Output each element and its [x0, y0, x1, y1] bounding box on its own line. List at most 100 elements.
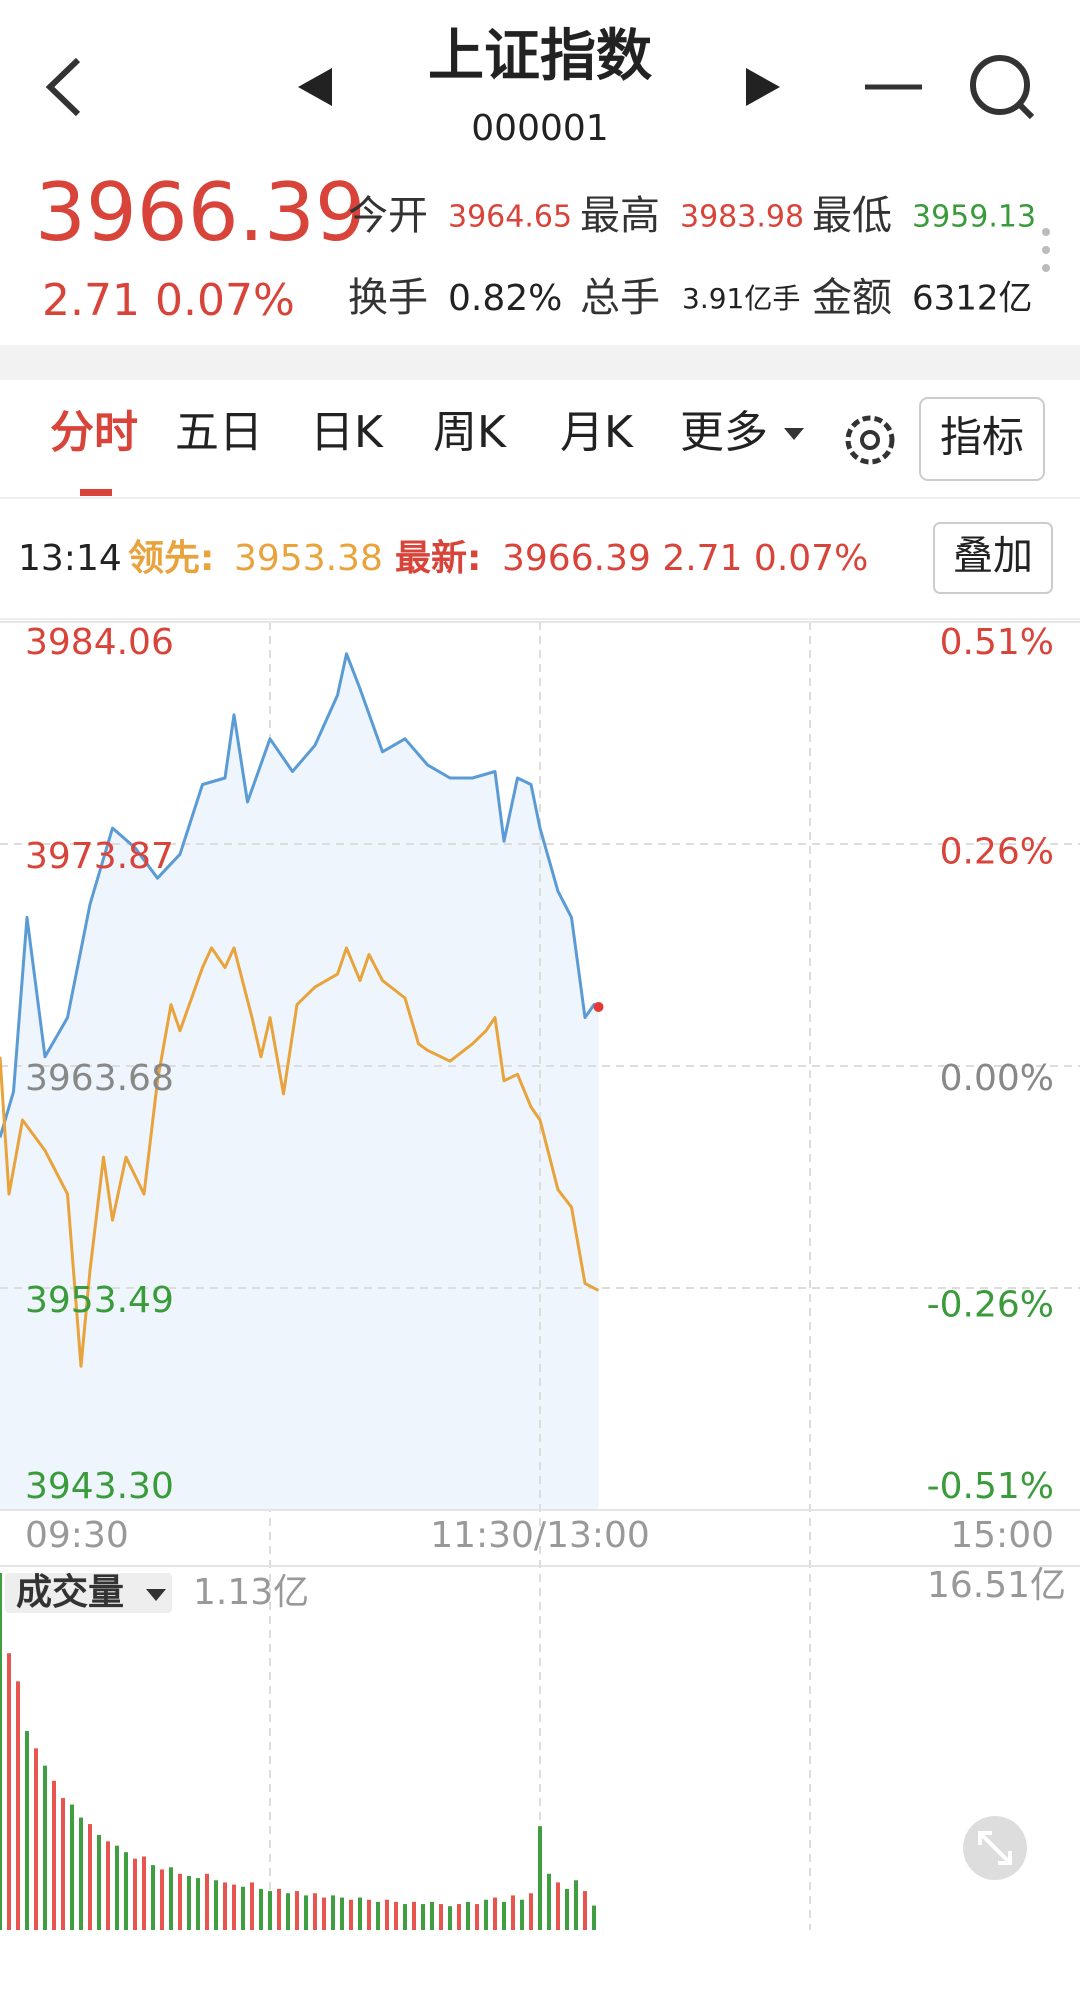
y-tick-label: 3953.49: [25, 1280, 174, 1321]
volume-bar: [295, 1891, 299, 1930]
separator-band: [0, 345, 1080, 380]
stat-label: 最高: [580, 193, 660, 239]
volume-bar: [223, 1882, 227, 1930]
indicator-button[interactable]: [919, 397, 1045, 481]
more-menu[interactable]: [1042, 228, 1050, 272]
volume-bar: [97, 1834, 101, 1930]
volume-bar: [277, 1888, 281, 1930]
tab[interactable]: 月K: [560, 407, 634, 458]
volume-bar: [511, 1895, 515, 1930]
tab[interactable]: 更多: [680, 407, 768, 458]
back-button[interactable]: [45, 57, 81, 117]
x-tick-label: 09:30: [25, 1515, 129, 1556]
dropdown-caret: [146, 1589, 166, 1601]
x-tick-label: 15:00: [950, 1515, 1054, 1556]
volume-bar: [106, 1841, 110, 1930]
volume-bar: [79, 1817, 83, 1930]
volume-bar: [565, 1888, 569, 1930]
y2-tick-label: -0.26%: [927, 1284, 1054, 1325]
volume-bar: [430, 1901, 434, 1930]
chart-marks: 09:30 11:30/13:00 15:00 3943.30 3953.49 3963.…: [0, 621, 1080, 1930]
volume-bar: [115, 1845, 119, 1930]
expand-arrow: [978, 1831, 992, 1845]
dot: [1042, 264, 1050, 272]
settings-button[interactable]: [845, 415, 895, 465]
volume-bar: [313, 1893, 317, 1930]
stat-value: 3983.98: [680, 200, 804, 235]
search-icon: [970, 55, 1030, 115]
volume-bar: [439, 1904, 443, 1930]
overlay-label: 叠加: [953, 533, 1033, 579]
dot: [1042, 228, 1050, 236]
expand-button[interactable]: [963, 1816, 1027, 1880]
y-tick-label: 3963.68: [25, 1058, 174, 1099]
volume-bar: [250, 1882, 254, 1930]
tab-underline: [80, 489, 112, 496]
price: 3966.39: [35, 166, 366, 259]
volume-selector[interactable]: [5, 1573, 172, 1613]
volume-bar: [502, 1901, 506, 1930]
lead-label: 领先:: [128, 538, 214, 579]
search-button[interactable]: [970, 55, 1035, 120]
search-handle: [1016, 101, 1035, 120]
code: 000001: [471, 108, 608, 149]
volume-bar: [385, 1899, 389, 1930]
stat-label: 今开: [348, 193, 428, 239]
overlay-button[interactable]: [933, 522, 1053, 594]
last-point: [593, 1001, 604, 1012]
volume-bar: [187, 1875, 191, 1930]
volume-bar: [169, 1867, 173, 1930]
y-tick-label: 3943.30: [25, 1466, 174, 1507]
volume-bar: [196, 1878, 200, 1930]
latest-value: 3966.39 2.71 0.07%: [502, 538, 868, 579]
dropdown-caret: [784, 428, 804, 440]
volume-bar: [547, 1873, 551, 1930]
volume-bar: [448, 1906, 452, 1930]
tab[interactable]: 五日: [175, 407, 263, 458]
prev-button[interactable]: [298, 68, 332, 106]
volume-bar: [61, 1798, 65, 1930]
volume-bar: [241, 1886, 245, 1930]
change-pct: 0.07%: [155, 275, 295, 326]
volume-bar: [520, 1899, 524, 1930]
stat-value: 0.82%: [448, 278, 562, 319]
volume-bar: [88, 1824, 92, 1930]
price-line: [0, 652, 600, 1138]
volume-bar: [538, 1826, 542, 1930]
volume-bar: [214, 1880, 218, 1930]
dot: [1042, 246, 1050, 254]
stat-value: 3964.65: [448, 200, 572, 235]
volume-bar: [412, 1901, 416, 1930]
stat-label: 换手: [348, 275, 428, 321]
volume-bar: [421, 1904, 425, 1930]
stat-label: 最低: [812, 193, 892, 239]
volume-bar: [16, 1681, 20, 1930]
tab[interactable]: 周K: [433, 407, 507, 458]
indicator-label: 指标: [940, 413, 1024, 462]
volume-title: 成交量: [16, 1571, 124, 1613]
volume-bar: [331, 1895, 335, 1930]
volume-bar: [268, 1891, 272, 1930]
volume-bar: [133, 1858, 137, 1930]
y-tick-label: 16.51亿: [927, 1565, 1066, 1606]
volume-bar: [394, 1901, 398, 1930]
volume-bar: [376, 1901, 380, 1930]
volume-bar: [124, 1852, 128, 1930]
volume-bar: [466, 1901, 470, 1930]
tab[interactable]: 日K: [310, 407, 384, 458]
y2-tick-label: 0.26%: [940, 832, 1054, 873]
volume-bar: [583, 1891, 587, 1930]
volume-bar: [367, 1899, 371, 1930]
next-button[interactable]: [746, 68, 780, 106]
volume-bar: [151, 1865, 155, 1930]
tab[interactable]: 分时: [50, 407, 138, 458]
gear-center: [860, 430, 880, 450]
volume-bar: [259, 1888, 263, 1930]
y2-tick-label: 0.00%: [940, 1058, 1054, 1099]
stat-label: 金额: [812, 275, 892, 321]
x-tick-label: 11:30/13:00: [430, 1515, 650, 1556]
volume-bar: [457, 1904, 461, 1930]
volume-bar: [340, 1897, 344, 1930]
